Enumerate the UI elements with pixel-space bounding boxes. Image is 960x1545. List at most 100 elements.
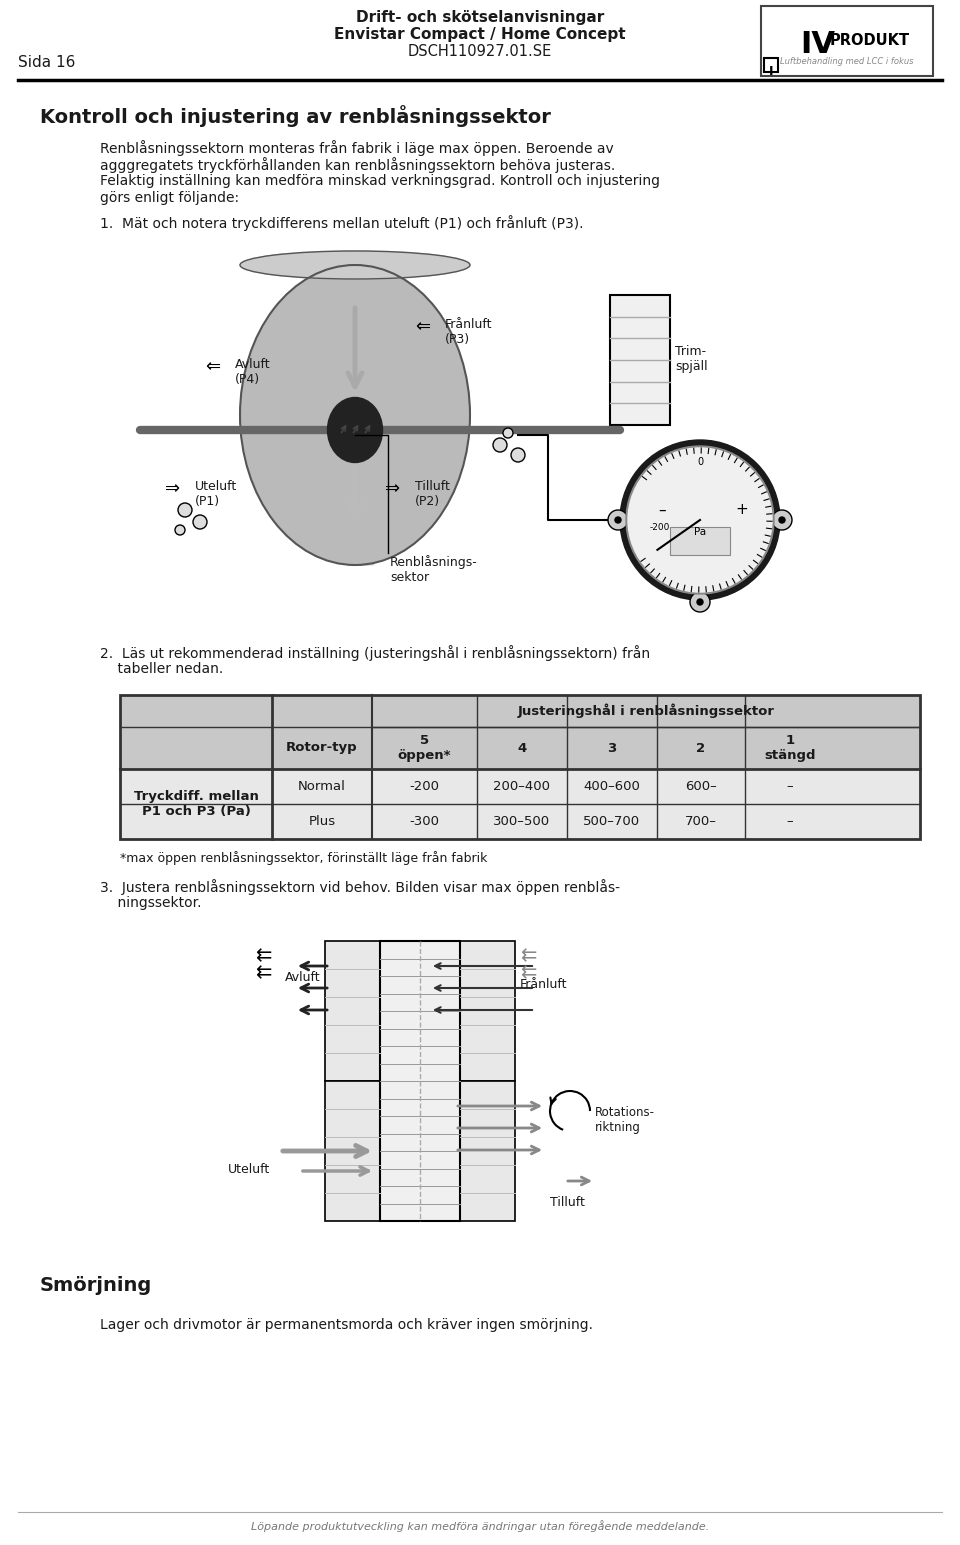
Text: ⇒: ⇒ [165, 480, 180, 497]
Bar [764, 59, 778, 73]
Ellipse shape [244, 269, 467, 561]
Text: Envistar Compact / Home Concept: Envistar Compact / Home Concept [334, 26, 626, 42]
Ellipse shape [347, 266, 367, 565]
Text: –: – [786, 780, 793, 793]
Text: I: I [769, 65, 773, 77]
Ellipse shape [357, 266, 377, 565]
Ellipse shape [348, 266, 368, 565]
Text: ⇇: ⇇ [255, 946, 272, 966]
Text: Avluft: Avluft [285, 970, 321, 984]
Text: Lager och drivmotor är permanentsmorda och kräver ingen smörjning.: Lager och drivmotor är permanentsmorda o… [100, 1318, 593, 1332]
Text: 1.  Mät och notera tryckdifferens mellan uteluft (P1) och frånluft (P3).: 1. Mät och notera tryckdifferens mellan … [100, 215, 584, 230]
Ellipse shape [258, 283, 452, 547]
Text: 0: 0 [697, 457, 703, 467]
Text: 200–400: 200–400 [493, 780, 550, 793]
Ellipse shape [247, 272, 464, 558]
Ellipse shape [255, 280, 455, 550]
Text: Renblåsnings-
sektor: Renblåsnings- sektor [390, 555, 478, 584]
Text: –: – [786, 816, 793, 828]
Bar [120, 769, 920, 803]
Circle shape [620, 440, 780, 599]
Text: Renblåsningssektorn monteras från fabrik i läge max öppen. Beroende av: Renblåsningssektorn monteras från fabrik… [100, 141, 613, 156]
Bar [325, 941, 380, 1082]
Circle shape [779, 518, 785, 524]
Circle shape [626, 447, 774, 593]
Text: 300–500: 300–500 [493, 816, 551, 828]
Text: Rotor-typ: Rotor-typ [286, 742, 358, 754]
Text: 4: 4 [517, 742, 527, 754]
Text: *max öppen renblåsningssektor, förinställt läge från fabrik: *max öppen renblåsningssektor, förinstäl… [120, 851, 488, 865]
Text: Felaktig inställning kan medföra minskad verkningsgrad. Kontroll och injustering: Felaktig inställning kan medföra minskad… [100, 175, 660, 188]
Ellipse shape [360, 266, 380, 565]
Text: Tilluft
(P2): Tilluft (P2) [415, 480, 450, 508]
Bar [120, 695, 920, 839]
Ellipse shape [245, 270, 465, 559]
Text: görs enligt följande:: görs enligt följande: [100, 192, 239, 205]
Circle shape [503, 428, 513, 437]
Text: Uteluft
(P1): Uteluft (P1) [195, 480, 237, 508]
Text: Löpande produktutveckling kan medföra ändringar utan föregående meddelande.: Löpande produktutveckling kan medföra än… [251, 1520, 709, 1533]
Ellipse shape [262, 287, 448, 544]
Ellipse shape [257, 283, 453, 548]
Ellipse shape [351, 266, 371, 565]
Text: –: – [659, 502, 666, 518]
Ellipse shape [252, 277, 459, 553]
Ellipse shape [249, 273, 461, 556]
Text: 2: 2 [696, 742, 706, 754]
Ellipse shape [260, 286, 449, 545]
Ellipse shape [352, 266, 372, 565]
Bar [460, 1082, 515, 1221]
Text: Avluft
(P4): Avluft (P4) [235, 358, 271, 386]
Text: Normal: Normal [298, 780, 346, 793]
Ellipse shape [248, 272, 463, 558]
Circle shape [690, 592, 710, 612]
Ellipse shape [242, 266, 468, 564]
Text: Smörjning: Smörjning [40, 1276, 153, 1295]
Text: Drift- och skötselanvisningar: Drift- och skötselanvisningar [356, 9, 604, 25]
Text: Uteluft: Uteluft [228, 1163, 270, 1176]
Ellipse shape [246, 270, 464, 559]
Bar [120, 695, 920, 769]
Bar [120, 803, 920, 839]
Bar [610, 295, 670, 425]
Ellipse shape [259, 284, 451, 547]
Text: 3: 3 [608, 742, 616, 754]
Ellipse shape [259, 284, 450, 545]
Ellipse shape [254, 280, 456, 550]
Ellipse shape [362, 266, 381, 565]
FancyBboxPatch shape [761, 6, 933, 76]
Text: 1
stängd: 1 stängd [764, 734, 816, 762]
Ellipse shape [245, 269, 466, 561]
Ellipse shape [262, 287, 447, 542]
Ellipse shape [243, 267, 467, 562]
Text: ningssektor.: ningssektor. [100, 896, 202, 910]
Ellipse shape [240, 250, 470, 280]
Circle shape [628, 448, 772, 592]
Ellipse shape [255, 281, 454, 550]
Text: 400–600: 400–600 [584, 780, 640, 793]
Ellipse shape [363, 266, 383, 565]
Ellipse shape [358, 266, 378, 565]
Text: PRODUKT: PRODUKT [830, 32, 910, 48]
Text: 700–: 700– [685, 816, 717, 828]
Bar [460, 941, 515, 1082]
Text: Trim-
spjäll: Trim- spjäll [675, 345, 708, 372]
Text: Tilluft: Tilluft [550, 1196, 585, 1210]
Text: IV: IV [800, 29, 835, 59]
Text: ⇒: ⇒ [385, 480, 400, 497]
Circle shape [615, 518, 621, 524]
Ellipse shape [242, 267, 468, 562]
Text: 2.  Läs ut rekommenderad inställning (justeringshål i renblåsningssektorn) från: 2. Läs ut rekommenderad inställning (jus… [100, 644, 650, 661]
Text: tabeller nedan.: tabeller nedan. [100, 661, 224, 677]
Text: -200: -200 [410, 780, 440, 793]
Ellipse shape [253, 278, 457, 552]
Text: Frånluft: Frånluft [520, 978, 567, 990]
Bar [670, 527, 730, 555]
Text: ⇇: ⇇ [255, 963, 272, 983]
Circle shape [772, 510, 792, 530]
Text: Tryckdiff. mellan
P1 och P3 (Pa): Tryckdiff. mellan P1 och P3 (Pa) [133, 789, 258, 817]
Text: 3.  Justera renblåsningssektorn vid behov. Bilden visar max öppen renblås-: 3. Justera renblåsningssektorn vid behov… [100, 879, 620, 895]
Circle shape [608, 510, 628, 530]
Ellipse shape [250, 275, 460, 555]
Text: -300: -300 [410, 816, 440, 828]
